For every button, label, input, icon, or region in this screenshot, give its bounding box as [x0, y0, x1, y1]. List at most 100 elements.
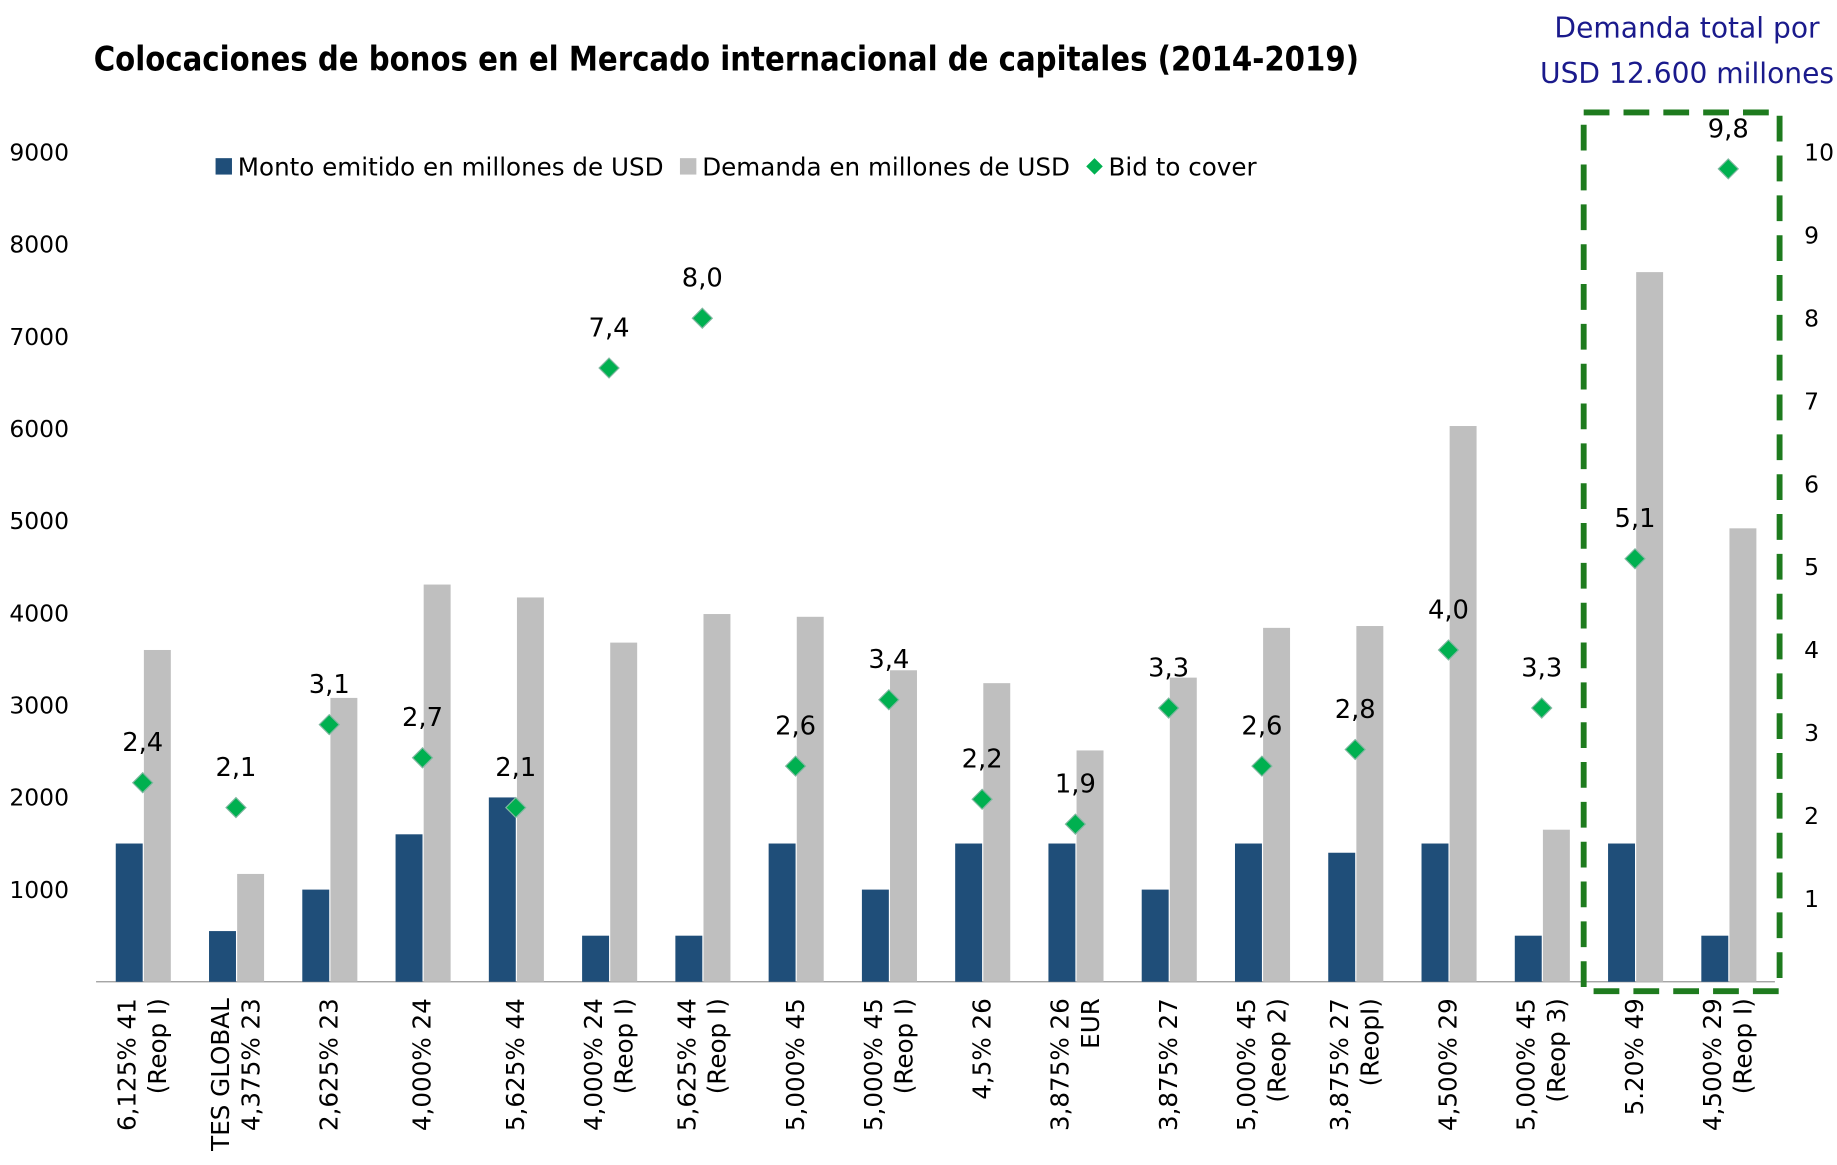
marker	[1251, 755, 1273, 777]
y-tick-label: 1000	[9, 876, 69, 904]
x-tick-label: 4,500% 29	[1698, 998, 1727, 1131]
data-label: 2,6	[775, 711, 816, 741]
bar	[768, 843, 796, 982]
legend-swatch	[215, 158, 232, 175]
bar	[1048, 843, 1076, 982]
legend-label: Monto emitido en millones de USD	[238, 153, 664, 182]
x-tick-label: 4,000% 24	[579, 998, 608, 1131]
bar	[1729, 528, 1757, 982]
bar	[582, 935, 610, 982]
x-tick-label: 5.20% 49	[1620, 998, 1649, 1115]
y2-tick-label: 4	[1804, 636, 1819, 664]
data-label: 3,4	[868, 645, 909, 675]
bar	[1263, 627, 1291, 982]
bar	[610, 642, 638, 982]
bar	[488, 797, 516, 982]
marker	[1437, 639, 1460, 661]
x-tick-label: (Reop 2)	[1262, 998, 1291, 1102]
data-label: 2,1	[495, 753, 536, 783]
x-tick-label: (ReopI)	[1356, 998, 1385, 1086]
data-label: 2,7	[402, 703, 443, 733]
y2-tick-label: 2	[1804, 802, 1819, 830]
bar	[115, 843, 143, 982]
x-tick-label: 4,500% 29	[1434, 998, 1463, 1131]
bar	[1449, 426, 1477, 982]
bar	[1234, 843, 1262, 982]
x-tick-label: (Reop I)	[703, 998, 732, 1094]
x-tick-label: 4,000% 24	[408, 998, 437, 1131]
x-tick-label: 5,000% 45	[781, 998, 810, 1131]
marker	[691, 307, 714, 329]
x-tick-label: (Reop I)	[609, 998, 638, 1094]
y2-tick-label: 3	[1804, 719, 1819, 747]
x-tick-label: 5,000% 45	[1232, 998, 1261, 1131]
data-label: 3,3	[1148, 653, 1189, 683]
x-tick-label: 4,5% 26	[967, 998, 996, 1100]
data-label: 2,6	[1241, 711, 1282, 741]
chart-title: Colocaciones de bonos en el Mercado inte…	[94, 39, 1359, 79]
bar	[209, 931, 236, 982]
bar	[861, 889, 889, 982]
marker	[1344, 738, 1366, 761]
data-label: 5,1	[1615, 504, 1656, 534]
bar	[1169, 677, 1197, 982]
bar	[1636, 272, 1664, 982]
bar	[703, 614, 731, 982]
annotation: USD 12.600 millones	[1540, 57, 1834, 90]
marker	[318, 713, 341, 736]
bar	[1542, 829, 1570, 982]
y-tick-label: 7000	[9, 323, 69, 351]
marker	[878, 688, 900, 711]
bar	[1514, 935, 1542, 982]
bar	[330, 697, 358, 982]
bar	[890, 670, 917, 982]
bar	[675, 935, 703, 982]
data-label: 2,8	[1335, 695, 1376, 725]
y-tick-label: 9000	[9, 139, 69, 167]
x-tick-label: 3,875% 27	[1154, 998, 1183, 1131]
annotation: Demanda total por	[1554, 11, 1820, 44]
y2-tick-label: 6	[1804, 470, 1819, 498]
data-label: 9,8	[1708, 114, 1749, 144]
bar	[796, 616, 824, 982]
bar	[1701, 935, 1729, 982]
bar	[1141, 889, 1169, 982]
y-tick-label: 4000	[9, 599, 69, 627]
y2-tick-label: 1	[1804, 885, 1819, 913]
x-tick-label: (Reop I)	[1729, 998, 1758, 1094]
legend-swatch	[1086, 158, 1103, 175]
x-tick-label: 3,875% 26	[1045, 998, 1074, 1131]
y-tick-label: 5000	[9, 507, 69, 535]
x-tick-label: 5,000% 45	[859, 998, 888, 1131]
x-tick-label: 5,000% 45	[1512, 998, 1541, 1131]
marker	[225, 796, 247, 819]
x-tick-label: 5,625% 44	[672, 998, 701, 1131]
bar	[237, 873, 265, 982]
x-tick-label: EUR	[1076, 998, 1105, 1049]
bar	[1608, 843, 1636, 982]
marker	[411, 747, 434, 769]
x-tick-label: 6,125% 41	[113, 998, 142, 1131]
y2-tick-label: 7	[1804, 387, 1819, 415]
bar	[1356, 626, 1384, 982]
bar	[955, 843, 983, 982]
x-tick-label: 5,625% 44	[501, 998, 530, 1131]
marker	[1157, 697, 1180, 719]
marker	[131, 771, 154, 794]
bar	[395, 834, 423, 982]
data-label: 3,1	[309, 670, 350, 700]
x-tick-label: 3,875% 27	[1325, 998, 1354, 1131]
data-label: 4,0	[1428, 595, 1469, 625]
marker	[971, 788, 993, 811]
data-label: 2,4	[122, 728, 163, 758]
x-tick-label: TES GLOBAL	[206, 998, 235, 1152]
legend-label: Demanda en millones de USD	[702, 153, 1070, 182]
bar	[516, 597, 544, 982]
legend-swatch	[679, 158, 697, 175]
x-tick-label: 4,375% 23	[236, 998, 265, 1131]
data-label: 7,4	[589, 313, 630, 343]
y2-tick-label: 9	[1804, 221, 1819, 249]
bar	[302, 889, 330, 982]
